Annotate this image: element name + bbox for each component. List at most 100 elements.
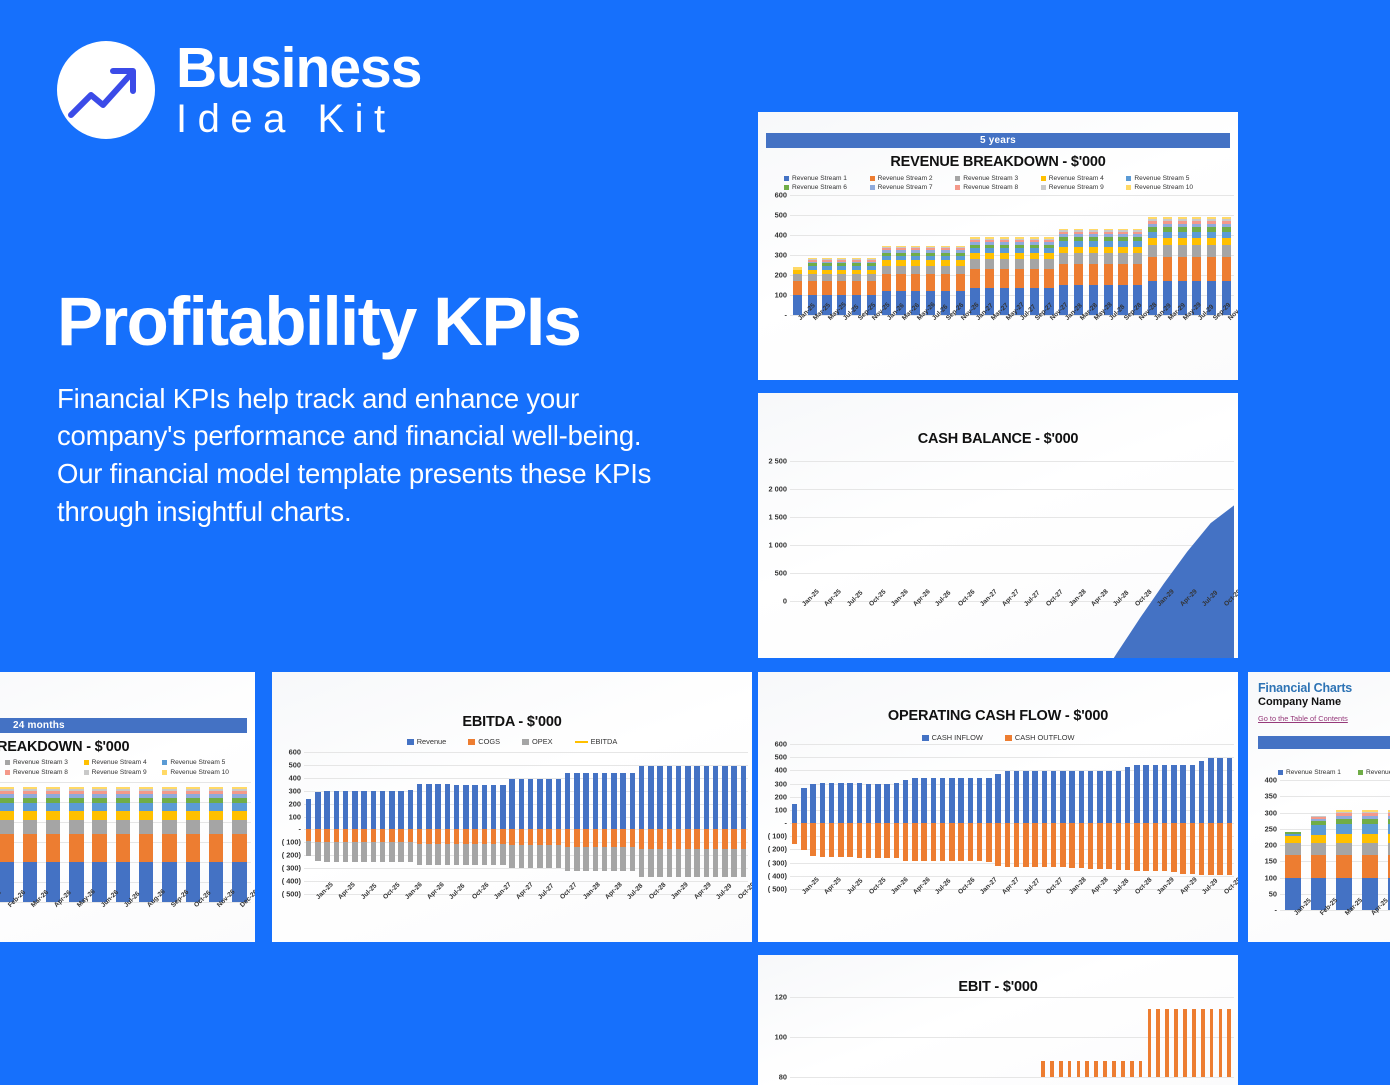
bar-segment	[949, 778, 955, 824]
revenue-band-label: 5 years	[766, 133, 1230, 148]
bar-segment	[1118, 228, 1128, 231]
bar-segment	[902, 779, 909, 824]
y-tick-label: 2 000	[768, 484, 788, 494]
y-tick-label: 1 000	[768, 540, 788, 550]
bar-segment	[1059, 264, 1069, 285]
card-revenue-breakdown-24-months[interactable]: 24 months REAKDOWN - $'000 Revenue Strea…	[0, 672, 255, 942]
bar-segment	[185, 810, 200, 820]
bar-segment	[416, 843, 423, 865]
y-tick-label: 400	[288, 773, 301, 783]
bar-segment	[509, 778, 515, 830]
bar-segment	[1361, 811, 1378, 814]
bar-segment	[0, 819, 14, 834]
bar-segment	[657, 765, 663, 830]
card-revenue-breakdown[interactable]: 5 years REVENUE BREAKDOWN - $'000 Revenu…	[758, 112, 1238, 380]
bar-column	[665, 752, 674, 894]
y-tick-label: 300	[1264, 808, 1277, 817]
bar-segment	[115, 810, 131, 820]
bar-column	[959, 997, 968, 1077]
bar-segment	[881, 250, 891, 253]
bar-segment	[837, 269, 847, 274]
bar-column	[591, 752, 600, 894]
bar-segment	[999, 253, 1010, 260]
y-axis: 600 500 400 300 200 100 - ( 100) ( 200) ( 300) ( 4…	[272, 748, 304, 899]
bar-segment	[851, 258, 862, 259]
card-operating-cash-flow[interactable]: OPERATING CASH FLOW - $'000 CASH INFLOW C…	[758, 672, 1238, 942]
bar-segment	[970, 237, 980, 239]
bar-segment	[1097, 823, 1103, 870]
bar-column	[572, 752, 581, 894]
bar-column	[888, 997, 897, 1077]
bar-segment	[703, 765, 710, 830]
bar-segment	[911, 247, 921, 249]
bar-segment	[1078, 823, 1085, 869]
bar-column	[836, 744, 845, 889]
bar-segment	[837, 258, 847, 259]
bar-segment	[955, 255, 965, 261]
y-axis: 600 500 400 300 200 100 -	[758, 191, 790, 320]
bar-column	[976, 997, 985, 1077]
bar-column	[600, 752, 609, 894]
bar-segment	[555, 829, 562, 846]
bar-segment	[370, 829, 377, 842]
bar-segment	[666, 849, 673, 877]
bar-segment	[1208, 823, 1214, 875]
bar-segment	[967, 823, 974, 862]
card-financial-charts[interactable]: Financial Charts Company Name Go to the …	[1248, 672, 1390, 942]
bar-segment	[851, 260, 862, 262]
bar-segment	[185, 787, 200, 789]
bar-segment	[1044, 248, 1054, 254]
card-cash-balance[interactable]: CASH BALANCE - $'000 2 500 2 000 1 500 1 00…	[758, 393, 1238, 658]
ebitda-legend: Revenue COGS OPEX EBITDA	[272, 737, 752, 746]
page-title: Profitability KPIs	[57, 283, 582, 361]
bar-segment	[1207, 257, 1217, 281]
bar-segment	[911, 260, 921, 266]
bar-segment	[1177, 221, 1187, 224]
bar-column	[730, 752, 739, 894]
bar-column	[739, 752, 748, 894]
card-ebit[interactable]: EBIT - $'000 120 100 80	[758, 955, 1238, 1085]
bar-segment	[1161, 764, 1168, 824]
bar-segment	[162, 787, 177, 789]
bar-column	[1172, 997, 1181, 1077]
card-ebitda[interactable]: EBITDA - $'000 Revenue COGS OPEX EBITDA 600…	[272, 672, 752, 942]
bar-segment	[985, 244, 995, 249]
bar-column	[861, 997, 870, 1077]
bar-segment	[881, 248, 891, 251]
bar-segment	[232, 833, 247, 863]
bar-segment	[657, 829, 663, 850]
bar-segment	[1147, 223, 1158, 227]
bar-segment	[955, 252, 965, 256]
bar-segment	[444, 829, 451, 844]
bar-segment	[1207, 237, 1217, 246]
bar-segment	[970, 248, 980, 254]
bar-segment	[828, 783, 835, 824]
bar-segment	[1152, 823, 1159, 871]
bar-column	[985, 997, 994, 1077]
bar-segment	[1133, 231, 1143, 235]
bar-segment	[921, 823, 927, 862]
bar-segment	[481, 784, 488, 830]
legend-item: CASH OUTFLOW	[1004, 733, 1074, 742]
bar-column	[817, 997, 826, 1077]
brand-logo: Business Idea Kit	[57, 40, 422, 139]
bar-segment	[138, 791, 154, 795]
bar-segment	[911, 252, 921, 256]
bar-segment	[69, 833, 84, 863]
y-tick-label: 200	[774, 792, 787, 802]
bar-segment	[1059, 246, 1069, 254]
bar-segment	[389, 829, 395, 842]
bar-segment	[896, 255, 906, 261]
bar-column	[397, 752, 406, 894]
bar-segment	[740, 829, 747, 850]
bar-segment	[1059, 237, 1069, 241]
bar-segment	[819, 783, 826, 824]
bar-segment	[361, 790, 367, 830]
bar-segment	[115, 803, 131, 811]
bar-segment	[1073, 253, 1084, 264]
y-tick-label: ( 200)	[767, 844, 787, 854]
legend-swatch	[955, 185, 961, 190]
table-of-contents-link[interactable]: Go to the Table of Contents	[1258, 714, 1348, 723]
bar-segment	[208, 833, 224, 863]
bar-column	[1040, 744, 1049, 889]
